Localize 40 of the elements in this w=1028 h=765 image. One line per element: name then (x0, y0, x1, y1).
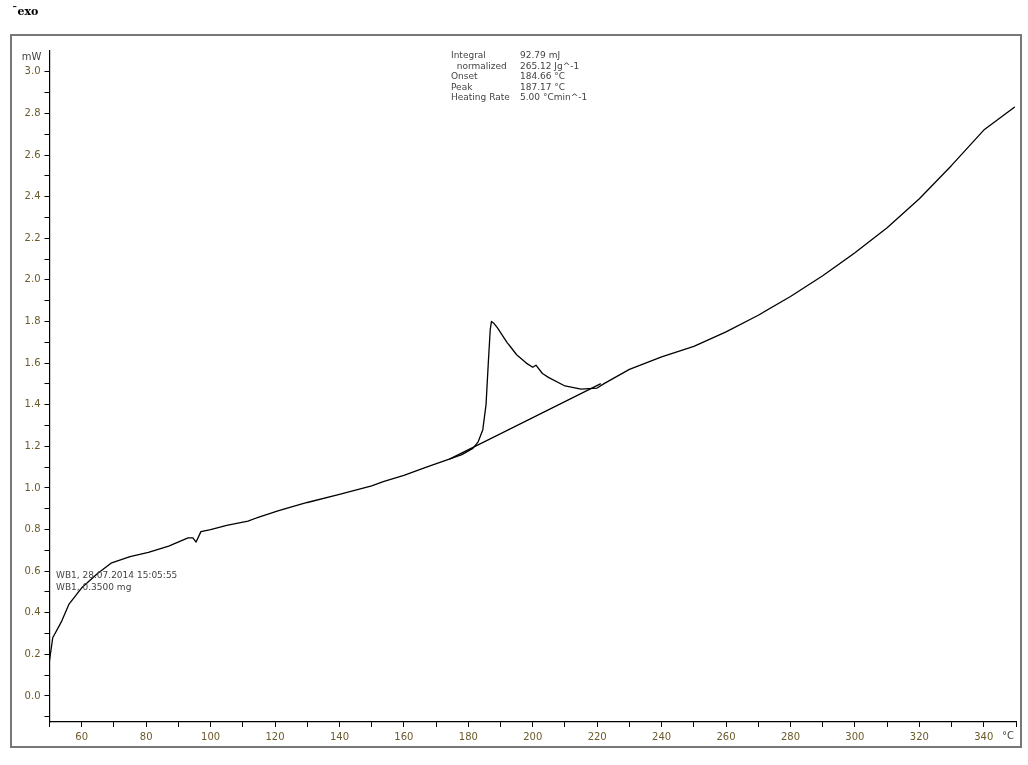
annotation: Heating Rate 5.00 °Cmin^-1 (451, 92, 588, 103)
x-tick-label: 320 (909, 730, 929, 742)
text: Peak 187.17 °C (451, 81, 566, 92)
y-tick-label: 2.4 (24, 190, 41, 202)
y-tick-label: 3.0 (24, 65, 41, 77)
annotation: WB1, 0.3500 mg (56, 582, 132, 593)
y-tick-label: 1.4 (24, 398, 41, 410)
text: normalized 265.12 Jg^-1 (456, 60, 580, 71)
x-tick-label: 220 (587, 730, 607, 742)
y-tick-label: 1.2 (24, 439, 41, 451)
y-axis-title: mW (21, 50, 42, 62)
text: Integral 92.79 mJ (451, 50, 561, 61)
x-tick-label: 120 (265, 730, 285, 742)
y-tick-label: 1.0 (24, 481, 41, 493)
x-tick-label: 340 (974, 730, 994, 742)
x-tick-label: 60 (75, 730, 89, 742)
x-tick-label: 180 (458, 730, 478, 742)
y-tick-label: 0.6 (24, 564, 41, 576)
y-tick-label: 0.0 (24, 689, 41, 701)
y-tick-label: 0.4 (24, 606, 41, 618)
y-tick-label: 0.8 (24, 523, 41, 535)
x-tick-label: 200 (523, 730, 543, 742)
x-tick-label: 160 (394, 730, 414, 742)
y-tick-label: 1.8 (24, 315, 41, 327)
text: Onset 184.66 °C (451, 71, 566, 82)
y-tick-label: 1.6 (24, 356, 41, 368)
x-tick-label: 300 (845, 730, 865, 742)
x-axis-title: °C (1002, 729, 1014, 741)
y-tick-label: 2.0 (24, 273, 41, 285)
y-tick-label: 2.2 (24, 231, 41, 243)
text: ¯exo (12, 5, 39, 18)
x-tick-label: 260 (716, 730, 736, 742)
y-tick-label: 0.2 (24, 647, 41, 659)
x-tick-label: 240 (652, 730, 672, 742)
x-tick-label: 280 (780, 730, 801, 742)
x-tick-label: 80 (139, 730, 153, 742)
y-tick-label: 2.6 (24, 148, 41, 160)
x-tick-label: 100 (201, 730, 221, 742)
y-tick-label: 2.8 (24, 107, 41, 119)
x-tick-label: 140 (329, 730, 349, 742)
